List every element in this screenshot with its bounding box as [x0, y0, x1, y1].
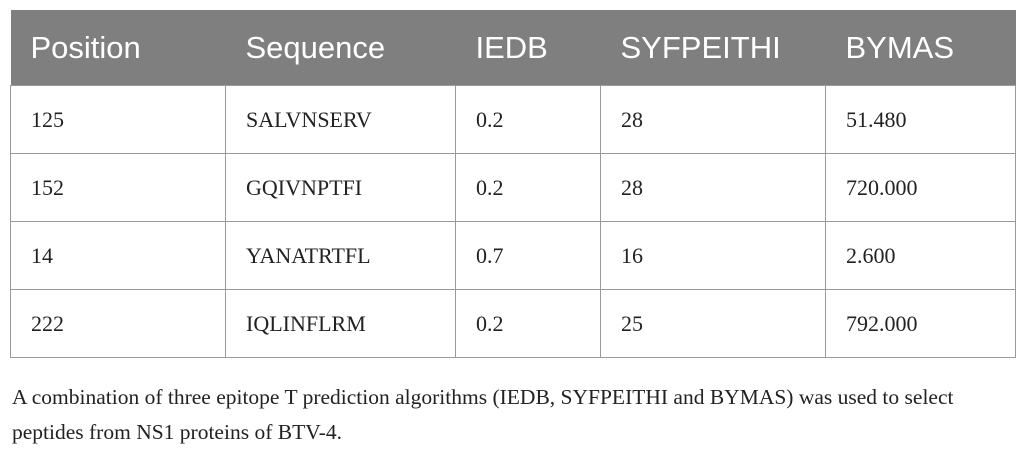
- table-cell: SALVNSERV: [225, 85, 456, 154]
- table-cell: 2.600: [825, 221, 1016, 290]
- table-body: 125 SALVNSERV 0.2 28 51.480 152 GQIVNPTFI 0.2 28…: [10, 85, 1016, 358]
- table-cell: 792.000: [825, 289, 1016, 358]
- table-cell: GQIVNPTFI: [225, 153, 456, 222]
- footnote: A combination of three epitope T predict…: [12, 385, 954, 444]
- header-cell: IEDB: [455, 10, 601, 86]
- table-cell: 25: [600, 289, 826, 358]
- header-cell: Position: [10, 10, 226, 86]
- header-cell: Sequence: [225, 10, 456, 86]
- table-cell: 152: [10, 153, 226, 222]
- table-cell: 720.000: [825, 153, 1016, 222]
- data-table: Position Sequence IEDB SYFPEITHI BYMAS 125 SA…: [10, 10, 1016, 358]
- table-cell: 0.2: [455, 153, 601, 222]
- table-cell: 28: [600, 85, 826, 154]
- table-row: 152 GQIVNPTFI 0.2 28 720.000: [10, 153, 1016, 222]
- table-cell: 125: [10, 85, 226, 154]
- table-cell: 16: [600, 221, 826, 290]
- table-row: 125 SALVNSERV 0.2 28 51.480: [10, 85, 1016, 154]
- table-cell: 51.480: [825, 85, 1016, 154]
- header-cell: SYFPEITHI: [600, 10, 826, 86]
- table-cell: 14: [10, 221, 226, 290]
- table-cell: IQLINFLRM: [225, 289, 456, 358]
- table-row: 222 IQLINFLRM 0.2 25 792.000: [10, 289, 1016, 358]
- table-cell: 0.2: [455, 289, 601, 358]
- header-row: Position Sequence IEDB SYFPEITHI BYMAS: [10, 10, 1016, 86]
- table-cell: 0.7: [455, 221, 601, 290]
- table-cell: 222: [10, 289, 226, 358]
- table-cell: YANATRTFL: [225, 221, 456, 290]
- table-cell: 28: [600, 153, 826, 222]
- header-cell: BYMAS: [825, 10, 1016, 86]
- table-row: 14 YANATRTFL 0.7 16 2.600: [10, 221, 1016, 290]
- table-cell: 0.2: [455, 85, 601, 154]
